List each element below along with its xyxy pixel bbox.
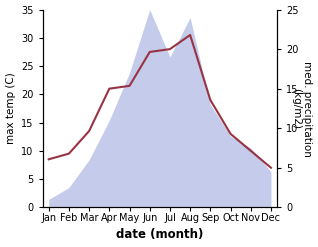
X-axis label: date (month): date (month) — [116, 228, 204, 242]
Y-axis label: med. precipitation
(kg/m2): med. precipitation (kg/m2) — [291, 61, 313, 156]
Y-axis label: max temp (C): max temp (C) — [5, 73, 16, 144]
